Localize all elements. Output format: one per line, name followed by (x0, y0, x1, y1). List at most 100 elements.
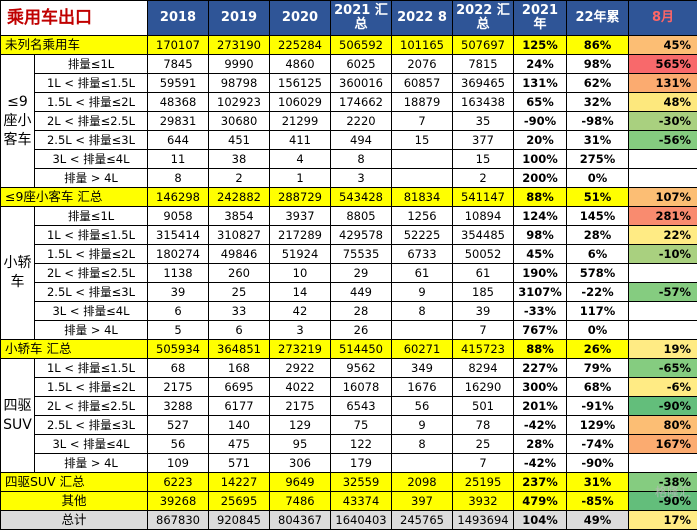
value-cell: 6025 (331, 55, 392, 74)
value-cell: 7486 (270, 492, 331, 511)
value-cell: 10894 (453, 207, 514, 226)
value-cell: 3 (270, 321, 331, 340)
row-label: ≤9座小客车 汇总 (1, 188, 148, 207)
aug-cell (629, 321, 697, 340)
value-cell: 225284 (270, 36, 331, 55)
aug-cell: -65% (629, 359, 697, 378)
value-cell: 156125 (270, 74, 331, 93)
value-cell: 14227 (209, 473, 270, 492)
value-cell: 122 (331, 435, 392, 454)
value-cell: 30680 (209, 112, 270, 131)
value-cell: 179 (331, 454, 392, 473)
row-label: 四驱SUV 汇总 (1, 473, 148, 492)
value-cell: 2220 (331, 112, 392, 131)
value-cell: 354485 (453, 226, 514, 245)
value-cell: 51924 (270, 245, 331, 264)
pct-2021-cell: 24% (514, 55, 567, 74)
value-cell: 78 (453, 416, 514, 435)
value-cell: 7 (453, 454, 514, 473)
aug-cell: 22% (629, 226, 697, 245)
value-cell: 501 (453, 397, 514, 416)
pct-2021-cell: 227% (514, 359, 567, 378)
value-cell: 1256 (392, 207, 453, 226)
pct-2021-cell: 125% (514, 36, 567, 55)
value-cell: 170107 (148, 36, 209, 55)
value-cell: 1640403 (331, 511, 392, 530)
value-cell: 1493694 (453, 511, 514, 530)
value-cell: 180274 (148, 245, 209, 264)
value-cell: 2922 (270, 359, 331, 378)
value-cell: 360016 (331, 74, 392, 93)
value-cell: 8805 (331, 207, 392, 226)
pct-2021-cell: 200% (514, 169, 567, 188)
pct-22-cum-cell: 31% (567, 473, 629, 492)
value-cell: 6733 (392, 245, 453, 264)
pct-2021-cell: 201% (514, 397, 567, 416)
value-cell: 60857 (392, 74, 453, 93)
value-cell: 377 (453, 131, 514, 150)
row-label: 2L < 排量≤2.5L (35, 397, 148, 416)
value-cell: 163438 (453, 93, 514, 112)
aug-cell (629, 264, 697, 283)
value-cell: 411 (270, 131, 331, 150)
value-cell: 75535 (331, 245, 392, 264)
pct-22-cum-cell: 275% (567, 150, 629, 169)
pct-22-cum-cell: 26% (567, 340, 629, 359)
aug-cell: 565% (629, 55, 697, 74)
value-cell: 25 (209, 283, 270, 302)
value-cell: 867830 (148, 511, 209, 530)
col-2022-8: 2022 8 (392, 1, 453, 36)
aug-cell (629, 150, 697, 169)
aug-cell: -10% (629, 245, 697, 264)
col-2020: 2020 (270, 1, 331, 36)
value-cell: 39 (453, 302, 514, 321)
col-22-cumulative: 22年累 (567, 1, 629, 36)
category-cell: ≤9座小客车 (1, 55, 35, 188)
value-cell: 102923 (209, 93, 270, 112)
value-cell: 273190 (209, 36, 270, 55)
pct-2021-cell: 131% (514, 74, 567, 93)
value-cell: 242882 (209, 188, 270, 207)
value-cell: 4 (270, 150, 331, 169)
pct-22-cum-cell: 86% (567, 36, 629, 55)
pct-2021-cell: 767% (514, 321, 567, 340)
value-cell: 42 (270, 302, 331, 321)
row-label: 2L < 排量≤2.5L (35, 264, 148, 283)
pct-2021-cell: 65% (514, 93, 567, 112)
value-cell: 59591 (148, 74, 209, 93)
value-cell: 6223 (148, 473, 209, 492)
row-label: 1.5L < 排量≤2L (35, 378, 148, 397)
value-cell: 8 (392, 435, 453, 454)
value-cell: 571 (209, 454, 270, 473)
value-cell: 61 (453, 264, 514, 283)
pct-22-cum-cell: 31% (567, 131, 629, 150)
value-cell: 106029 (270, 93, 331, 112)
value-cell: 38 (209, 150, 270, 169)
value-cell: 25195 (453, 473, 514, 492)
aug-cell: 17% (629, 511, 697, 530)
value-cell: 541147 (453, 188, 514, 207)
value-cell: 26 (331, 321, 392, 340)
pct-22-cum-cell: 578% (567, 264, 629, 283)
value-cell: 16290 (453, 378, 514, 397)
value-cell (392, 150, 453, 169)
value-cell: 8 (148, 169, 209, 188)
value-cell: 543428 (331, 188, 392, 207)
value-cell: 9990 (209, 55, 270, 74)
value-cell: 146298 (148, 188, 209, 207)
value-cell: 109 (148, 454, 209, 473)
value-cell: 56 (148, 435, 209, 454)
value-cell: 14 (270, 283, 331, 302)
value-cell: 7 (392, 112, 453, 131)
pct-2021-cell: -42% (514, 454, 567, 473)
